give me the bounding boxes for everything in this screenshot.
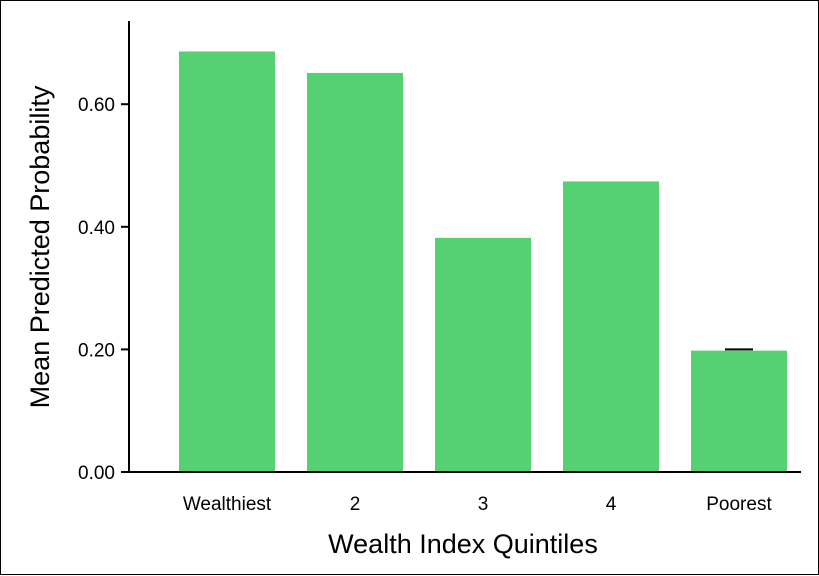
- y-tick-label: 0.20: [78, 340, 115, 361]
- bar-wealthiest: [179, 51, 275, 473]
- bar-poorest: [691, 350, 787, 472]
- bar-2: [307, 72, 403, 472]
- y-tick-label: 0.00: [78, 463, 115, 484]
- x-ticks-group: Wealthiest 2 3 4 Poorest: [183, 494, 773, 515]
- x-tick-label: Poorest: [706, 494, 772, 515]
- bar-3: [435, 237, 531, 472]
- bars-group: [179, 51, 787, 473]
- x-tick-label: Wealthiest: [183, 494, 272, 515]
- x-tick-label: 2: [350, 494, 361, 515]
- bar-4: [563, 181, 659, 473]
- y-axis-title: Mean Predicted Probability: [25, 85, 55, 408]
- x-tick-label: 3: [478, 494, 489, 515]
- y-tick-label: 0.60: [78, 95, 115, 116]
- y-tick-label: 0.40: [78, 218, 115, 239]
- y-ticks-group: 0.00 0.20 0.40 0.60: [78, 95, 129, 484]
- x-tick-label: 4: [606, 494, 617, 515]
- x-axis-title: Wealth Index Quintiles: [328, 529, 598, 559]
